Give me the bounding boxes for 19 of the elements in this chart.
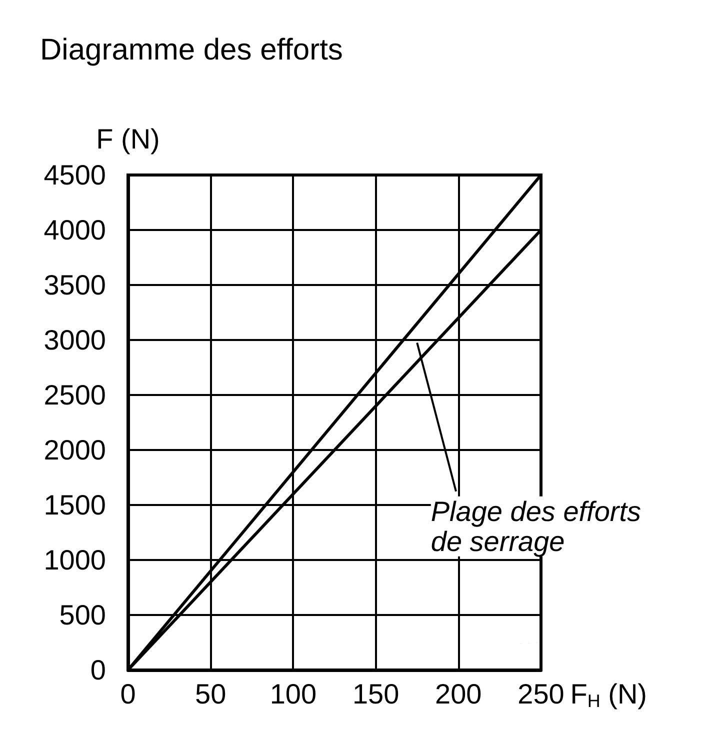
y-tick-label: 2000	[44, 434, 106, 466]
y-axis-title: F (N)	[96, 124, 160, 154]
y-tick-label: 1500	[44, 490, 106, 520]
y-tick-label: 1000	[44, 544, 106, 576]
x-tick-label: 200	[435, 678, 482, 710]
x-tick-label: 0	[120, 678, 136, 710]
annotation: Plage des efforts de serrage	[430, 496, 641, 557]
chart-title: Diagramme des efforts	[40, 34, 343, 66]
x-tick-label: 100	[270, 678, 317, 710]
y-tick-label: 3000	[44, 324, 106, 356]
y-tick-label: 3500	[44, 270, 106, 300]
x-tick-label: 250	[518, 678, 564, 710]
y-tick-label: 4500	[44, 160, 106, 190]
x-tick-label: 50	[195, 678, 226, 710]
y-tick-label: 2500	[44, 380, 106, 410]
y-tick-label: 4000	[44, 214, 106, 246]
y-tick-label: 0	[90, 654, 106, 686]
x-tick-label: 150	[352, 678, 400, 710]
y-tick-label: 500	[59, 600, 106, 630]
